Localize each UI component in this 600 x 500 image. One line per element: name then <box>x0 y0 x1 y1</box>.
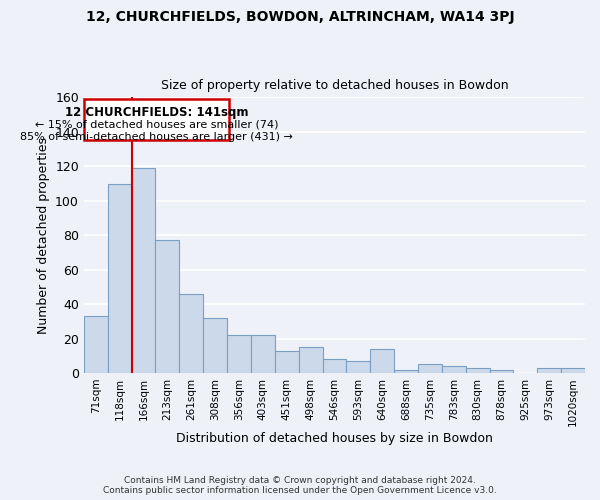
Bar <box>418 364 442 373</box>
Bar <box>203 318 227 373</box>
Text: 12, CHURCHFIELDS, BOWDON, ALTRINCHAM, WA14 3PJ: 12, CHURCHFIELDS, BOWDON, ALTRINCHAM, WA… <box>86 10 514 24</box>
Bar <box>251 335 275 373</box>
Text: 12 CHURCHFIELDS: 141sqm: 12 CHURCHFIELDS: 141sqm <box>65 106 248 119</box>
Bar <box>108 184 131 373</box>
Bar <box>442 366 466 373</box>
Bar <box>227 335 251 373</box>
Bar <box>179 294 203 373</box>
Bar <box>131 168 155 373</box>
Bar <box>537 368 561 373</box>
Bar <box>275 350 299 373</box>
Bar <box>346 361 370 373</box>
Bar <box>466 368 490 373</box>
Bar <box>299 347 323 373</box>
Y-axis label: Number of detached properties: Number of detached properties <box>37 136 50 334</box>
Bar <box>323 360 346 373</box>
Bar <box>155 240 179 373</box>
Bar <box>394 370 418 373</box>
X-axis label: Distribution of detached houses by size in Bowdon: Distribution of detached houses by size … <box>176 432 493 445</box>
FancyBboxPatch shape <box>84 99 229 140</box>
Bar <box>84 316 108 373</box>
Title: Size of property relative to detached houses in Bowdon: Size of property relative to detached ho… <box>161 79 508 92</box>
Text: Contains HM Land Registry data © Crown copyright and database right 2024.
Contai: Contains HM Land Registry data © Crown c… <box>103 476 497 495</box>
Bar <box>490 370 514 373</box>
Text: 85% of semi-detached houses are larger (431) →: 85% of semi-detached houses are larger (… <box>20 132 293 142</box>
Bar <box>370 349 394 373</box>
Bar <box>561 368 585 373</box>
Text: ← 15% of detached houses are smaller (74): ← 15% of detached houses are smaller (74… <box>35 120 278 130</box>
